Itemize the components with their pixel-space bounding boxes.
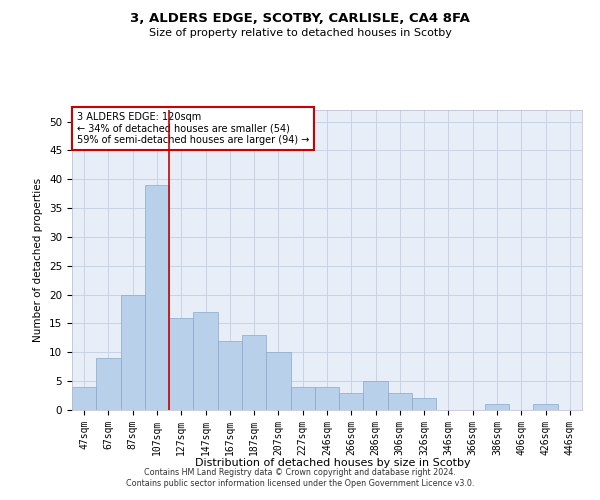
Bar: [72, 387, 96, 410]
Bar: [266, 352, 290, 410]
Bar: [339, 392, 364, 410]
Text: Contains HM Land Registry data © Crown copyright and database right 2024.
Contai: Contains HM Land Registry data © Crown c…: [126, 468, 474, 487]
Bar: [388, 392, 412, 410]
Text: Size of property relative to detached houses in Scotby: Size of property relative to detached ho…: [149, 28, 451, 38]
Bar: [169, 318, 193, 410]
Bar: [290, 387, 315, 410]
Text: 3, ALDERS EDGE, SCOTBY, CARLISLE, CA4 8FA: 3, ALDERS EDGE, SCOTBY, CARLISLE, CA4 8F…: [130, 12, 470, 26]
Text: 3 ALDERS EDGE: 120sqm
← 34% of detached houses are smaller (54)
59% of semi-deta: 3 ALDERS EDGE: 120sqm ← 34% of detached …: [77, 112, 310, 144]
Bar: [533, 404, 558, 410]
Bar: [145, 185, 169, 410]
Bar: [364, 381, 388, 410]
Bar: [193, 312, 218, 410]
Bar: [485, 404, 509, 410]
Bar: [96, 358, 121, 410]
Bar: [218, 341, 242, 410]
Bar: [315, 387, 339, 410]
Text: Distribution of detached houses by size in Scotby: Distribution of detached houses by size …: [195, 458, 471, 468]
Y-axis label: Number of detached properties: Number of detached properties: [34, 178, 43, 342]
Bar: [242, 335, 266, 410]
Bar: [412, 398, 436, 410]
Bar: [121, 294, 145, 410]
